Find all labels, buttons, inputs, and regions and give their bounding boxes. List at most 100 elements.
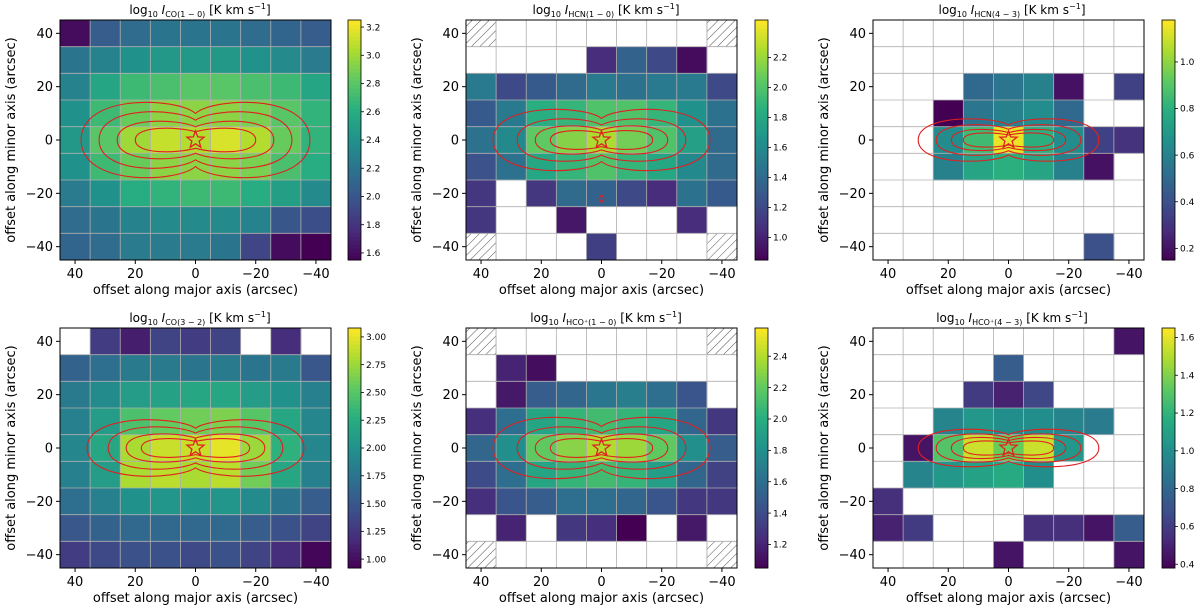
colorbar-segment [1162, 128, 1175, 133]
colorbar-segment [1162, 336, 1175, 341]
colorbar-frame [1161, 327, 1176, 569]
colorbar-segment [348, 200, 361, 205]
colorbar-tick-label: 3.0 [366, 51, 381, 61]
y-axis-label: offset along minor axis (arcsec) [4, 37, 19, 242]
colorbar-tick-label: 1.2 [1180, 409, 1194, 419]
colorbar-segment [1162, 524, 1175, 529]
colorbar-tick-label: 2.0 [366, 193, 381, 203]
heatmap-cell [646, 153, 678, 181]
colorbar-segment [348, 52, 361, 57]
colorbar-segment [1162, 444, 1175, 449]
colorbar-tick-label: 1.8 [366, 221, 381, 231]
x-tick-label: −20 [1055, 575, 1082, 590]
heatmap-cell [466, 434, 497, 462]
x-tick-label: 40 [67, 267, 84, 282]
colorbar-segment [755, 364, 768, 369]
colorbar-tick-label: 0.8 [1180, 485, 1195, 495]
heatmap-cell [90, 488, 121, 515]
colorbar-segment [1162, 24, 1175, 29]
heatmap-cell [993, 381, 1024, 409]
heatmap-cell [706, 126, 738, 154]
y-tick-label: 20 [36, 388, 53, 403]
colorbar-frame [754, 327, 769, 569]
heatmap-cell [466, 73, 497, 101]
y-tick-label: 0 [45, 442, 53, 457]
colorbar-segment [755, 376, 768, 381]
heatmap-cell [120, 434, 151, 462]
colorbar-segment [755, 348, 768, 353]
colorbar-segment [348, 176, 361, 181]
heatmap-cell [706, 153, 738, 181]
colorbar-segment [1162, 176, 1175, 181]
heatmap-cell [90, 354, 121, 382]
x-tick-label: 0 [191, 267, 199, 282]
colorbar-segment [348, 504, 361, 509]
colorbar-segment [755, 56, 768, 61]
heatmap-cell [240, 233, 272, 261]
colorbar-segment [348, 92, 361, 97]
heatmap-cell [676, 514, 708, 542]
colorbar-segment [1162, 216, 1175, 221]
heatmap-cell [90, 126, 121, 154]
colorbar-tick-label: 0.6 [1180, 523, 1195, 533]
colorbar-segment [1162, 416, 1175, 421]
colorbar-segment [755, 128, 768, 133]
y-tick-label: 0 [45, 134, 53, 149]
heatmap-cell [120, 20, 151, 47]
colorbar-segment [755, 428, 768, 433]
x-tick-label: −40 [708, 267, 735, 282]
heatmap-cell [60, 434, 91, 462]
colorbar: 0.4 0.6 0.8 1.0 1.2 1.4 1.6 [1161, 327, 1195, 570]
contour-level-1 [134, 127, 257, 153]
colorbar-segment [348, 544, 361, 549]
colorbar-segment [755, 76, 768, 81]
colorbar-segment [348, 476, 361, 481]
heatmap-cell [270, 153, 302, 181]
y-tick-label: −20 [26, 187, 53, 202]
heatmap-cell [300, 206, 332, 234]
heatmap-cell [1023, 514, 1054, 542]
colorbar-segment [348, 484, 361, 489]
heatmap-cell [993, 408, 1024, 435]
x-tick-label: 20 [940, 267, 957, 282]
heatmap-cell [150, 20, 181, 47]
center-star-marker [998, 437, 1019, 457]
heatmap-cell [60, 180, 91, 207]
heatmap-cell [270, 408, 302, 435]
heatmap-cell [210, 180, 241, 207]
heatmap-cell [60, 153, 91, 181]
heatmap-cell [1083, 514, 1115, 542]
contour-level-2 [534, 433, 669, 463]
panel-5: 40 40 20 20 0 0 −20 −20 −40 −40 offset along major… [410, 310, 788, 606]
colorbar-segment [348, 448, 361, 453]
heatmap-cell [210, 46, 241, 74]
heatmap-cell [676, 46, 708, 74]
colorbar-segment [755, 220, 768, 225]
colorbar-segment [1162, 228, 1175, 233]
x-tick-label: −40 [1115, 267, 1142, 282]
colorbar-segment [1162, 196, 1175, 201]
colorbar-segment [348, 348, 361, 353]
heatmap-cell [963, 434, 994, 462]
heatmap-cell [496, 354, 527, 382]
colorbar-segment [755, 156, 768, 161]
heatmap-cell [526, 153, 557, 181]
colorbar-segment [755, 204, 768, 209]
colorbar-segment [1162, 68, 1175, 73]
colorbar-segment [755, 240, 768, 245]
colorbar-segment [755, 404, 768, 409]
colorbar-segment [348, 152, 361, 157]
heatmap-cell [210, 381, 241, 409]
colorbar-segment [348, 552, 361, 557]
colorbar-tick-label: 2.0 [773, 84, 788, 94]
colorbar-segment [348, 556, 361, 561]
heatmap-cell [120, 73, 151, 101]
heatmap-cell [963, 100, 994, 127]
colorbar-segment [348, 436, 361, 441]
heatmap-cell [90, 100, 121, 127]
heatmap-cell [496, 381, 527, 409]
colorbar-segment [348, 48, 361, 53]
contour-level-4 [917, 118, 1100, 162]
colorbar-segment [755, 416, 768, 421]
colorbar-segment [348, 256, 361, 261]
